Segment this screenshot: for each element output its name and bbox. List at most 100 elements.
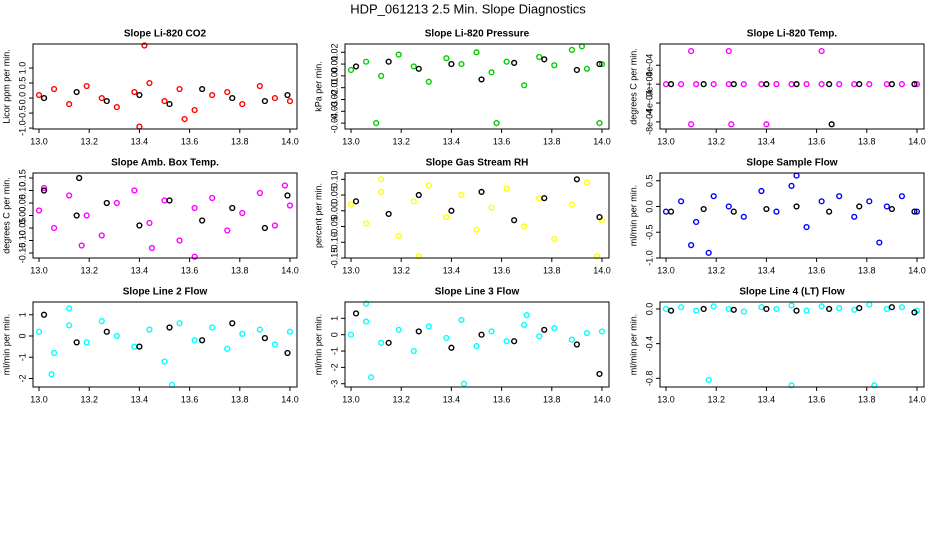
x-tick-label: 13.2 bbox=[80, 265, 98, 275]
point bbox=[662, 305, 670, 313]
point bbox=[763, 121, 770, 128]
point bbox=[415, 253, 422, 260]
y-axis-label: kPa per min. bbox=[313, 61, 323, 112]
point bbox=[826, 81, 833, 88]
point bbox=[40, 184, 48, 192]
point bbox=[385, 58, 392, 65]
point bbox=[425, 323, 432, 330]
x-tick-label: 14.0 bbox=[908, 136, 926, 146]
point bbox=[568, 336, 575, 343]
panel-title: Slope Amb. Box Temp. bbox=[111, 158, 219, 169]
point bbox=[148, 244, 156, 252]
point bbox=[50, 349, 58, 357]
point bbox=[443, 55, 450, 62]
point bbox=[758, 187, 765, 195]
x-tick-label: 13.2 bbox=[707, 136, 725, 146]
point bbox=[83, 339, 90, 346]
y-tick-label: 0.5 bbox=[644, 174, 654, 187]
x-tick-label: 14.0 bbox=[281, 265, 299, 275]
point bbox=[256, 82, 263, 90]
point bbox=[141, 42, 148, 49]
point bbox=[131, 187, 138, 194]
x-tick-label: 13.2 bbox=[392, 265, 410, 275]
x-tick-label: 13.4 bbox=[443, 265, 461, 275]
point bbox=[425, 182, 432, 189]
x-tick-label: 13.6 bbox=[808, 394, 826, 404]
x-tick-label: 14.0 bbox=[908, 394, 926, 404]
point bbox=[836, 193, 843, 200]
point bbox=[488, 69, 495, 76]
y-tick-label: 0.01 bbox=[329, 55, 339, 73]
point bbox=[73, 212, 80, 219]
point bbox=[693, 307, 700, 314]
x-tick-label: 13.6 bbox=[808, 265, 826, 275]
x-tick-label: 13.8 bbox=[858, 265, 876, 275]
x-tick-label: 13.4 bbox=[131, 394, 149, 404]
point bbox=[541, 195, 548, 202]
point bbox=[136, 91, 143, 99]
point bbox=[224, 88, 231, 96]
point bbox=[583, 179, 591, 186]
point bbox=[40, 187, 48, 194]
x-tick-label: 13.8 bbox=[858, 136, 876, 146]
point bbox=[511, 59, 518, 66]
point bbox=[725, 47, 732, 55]
point bbox=[826, 305, 833, 313]
point bbox=[395, 51, 402, 58]
point bbox=[98, 318, 105, 325]
point bbox=[385, 339, 392, 346]
point bbox=[583, 329, 591, 337]
point bbox=[883, 81, 890, 88]
x-tick-label: 13.4 bbox=[131, 265, 149, 275]
panel-title: Slope Li-820 Pressure bbox=[425, 29, 530, 40]
point bbox=[66, 322, 73, 329]
y-tick-label: -0.10 bbox=[17, 230, 27, 251]
point bbox=[521, 82, 528, 89]
point bbox=[851, 81, 858, 88]
point bbox=[521, 223, 528, 230]
x-tick-label: 13.8 bbox=[231, 394, 249, 404]
y-tick-label: -2 bbox=[17, 374, 27, 382]
point bbox=[911, 309, 918, 316]
point bbox=[209, 324, 216, 331]
point bbox=[866, 198, 873, 205]
y-axis-label: percent per min. bbox=[313, 183, 323, 248]
point bbox=[866, 301, 873, 308]
point bbox=[113, 103, 120, 111]
point bbox=[76, 174, 83, 182]
point bbox=[443, 334, 450, 342]
panel-title: Slope Line 3 Flow bbox=[435, 287, 520, 298]
x-tick-label: 13.6 bbox=[808, 136, 826, 146]
point bbox=[352, 198, 360, 205]
point bbox=[730, 208, 737, 215]
point bbox=[710, 81, 717, 88]
point bbox=[536, 333, 543, 340]
point bbox=[788, 302, 795, 309]
y-tick-label: -0.8 bbox=[644, 371, 654, 387]
x-tick-label: 13.6 bbox=[181, 136, 199, 146]
point bbox=[136, 123, 143, 130]
point bbox=[728, 121, 735, 128]
x-tick-label: 13.8 bbox=[543, 394, 561, 404]
panel-title: Slope Line 4 (LT) Flow bbox=[739, 287, 845, 298]
point bbox=[583, 65, 591, 72]
point bbox=[78, 242, 85, 249]
point bbox=[146, 219, 153, 227]
point bbox=[161, 97, 168, 105]
point bbox=[793, 307, 800, 314]
point bbox=[803, 223, 810, 231]
point bbox=[83, 82, 90, 90]
point bbox=[911, 81, 918, 88]
point bbox=[818, 81, 825, 88]
point bbox=[362, 318, 370, 325]
y-tick-label: -0.03 bbox=[329, 101, 339, 122]
y-tick-label: -0.01 bbox=[329, 77, 339, 98]
x-tick-label: 13.4 bbox=[758, 136, 776, 146]
point bbox=[261, 224, 268, 232]
y-axis-label: ml/min per min. bbox=[1, 314, 11, 376]
point bbox=[793, 172, 800, 179]
point bbox=[667, 81, 675, 88]
point bbox=[828, 121, 835, 128]
plot-frame bbox=[344, 301, 610, 388]
y-tick-label: -0.5 bbox=[17, 105, 27, 121]
